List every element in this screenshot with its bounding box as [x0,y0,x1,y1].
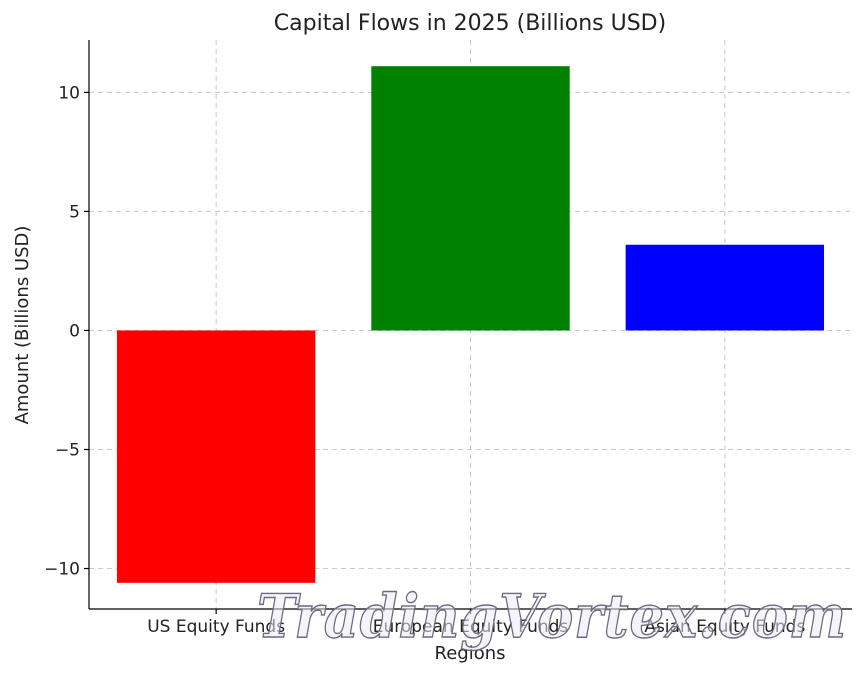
bars [116,66,825,583]
watermark-logo: TradingVortex.com [257,582,847,652]
y-tick-label: −5 [55,440,80,460]
y-tick-label: 0 [69,321,80,341]
x-axis-label: Regions [435,643,506,664]
x-ticks: US Equity Funds European Equity Funds Asia… [147,609,805,637]
bar [116,330,316,583]
y-ticks: −10 −5 0 5 10 [44,83,89,580]
chart-title: Capital Flows in 2025 (Billions USD) [274,11,666,36]
y-tick-label: 5 [69,202,80,222]
x-tick-label: US Equity Funds [147,617,285,637]
bar [625,244,825,331]
y-tick-label: 10 [58,83,80,103]
y-tick-label: −10 [44,560,80,580]
x-tick-label: European Equity Funds [373,617,569,637]
y-axis-label: Amount (Billions USD) [12,226,33,425]
bar [371,66,570,331]
x-tick-label: Asian Equity Funds [644,617,805,637]
